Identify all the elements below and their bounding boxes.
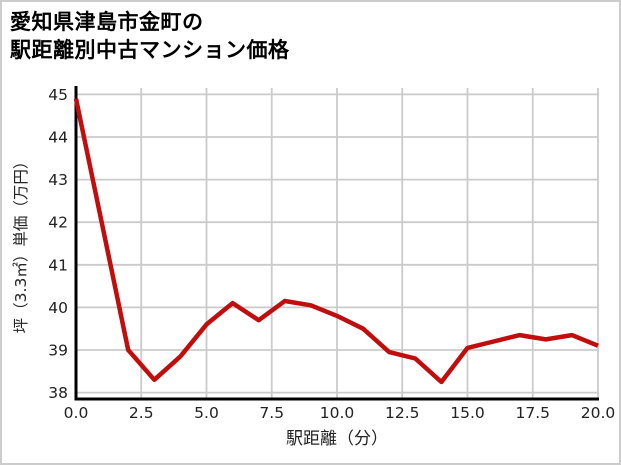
x-tick-label: 20.0 xyxy=(581,404,616,422)
x-tick-label: 15.0 xyxy=(450,404,485,422)
y-axis-label: 坪（3.3㎡）単価（万円） xyxy=(12,154,30,334)
x-axis-label: 駅距離（分） xyxy=(286,429,388,449)
y-tick-label: 42 xyxy=(48,214,68,232)
x-tick-label: 7.5 xyxy=(259,404,284,422)
y-tick-label: 45 xyxy=(48,86,68,104)
x-tick-label: 2.5 xyxy=(129,404,154,422)
y-tick-label: 38 xyxy=(48,384,68,402)
y-tick-label: 41 xyxy=(48,256,68,274)
chart-title-line-1: 愛知県津島市金町の xyxy=(10,10,204,34)
chart-title-line-2: 駅距離別中古マンション価格 xyxy=(10,38,290,62)
y-tick-label: 39 xyxy=(48,342,68,360)
price-line xyxy=(73,98,599,385)
y-tick-label: 43 xyxy=(48,171,68,189)
x-tick-label: 0.0 xyxy=(64,404,89,422)
x-tick-label: 17.5 xyxy=(515,404,550,422)
x-tick-label: 5.0 xyxy=(194,404,219,422)
x-tick-label: 10.0 xyxy=(320,404,355,422)
y-tick-label: 40 xyxy=(48,299,68,317)
chart-title: 愛知県津島市金町の 駅距離別中古マンション価格 xyxy=(10,8,290,64)
x-tick-label: 12.5 xyxy=(385,404,420,422)
y-tick-label: 44 xyxy=(48,128,68,146)
